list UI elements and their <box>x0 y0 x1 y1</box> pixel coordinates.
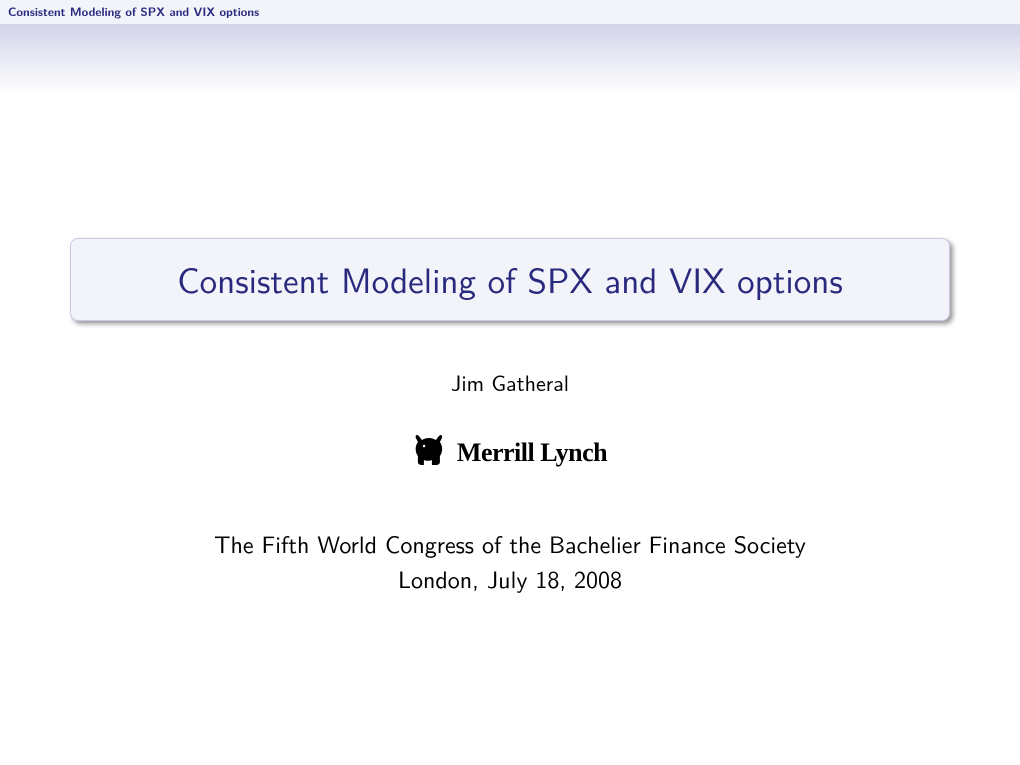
slide-header: Consistent Modeling of SPX and VIX optio… <box>0 0 1020 24</box>
slide-title-text: Consistent Modeling of SPX and VIX optio… <box>177 253 842 304</box>
header-gradient <box>0 24 1020 94</box>
affiliation-logo: Merrill Lynch <box>413 432 607 473</box>
bull-icon <box>413 432 453 473</box>
venue-line-2: London, July 18, 2008 <box>100 562 920 597</box>
header-short-title: Consistent Modeling of SPX and VIX optio… <box>8 2 259 20</box>
venue-block: The Fifth World Congress of the Bachelie… <box>100 527 920 597</box>
affiliation-logo-text: Merrill Lynch <box>457 438 607 468</box>
author-name: Jim Gatheral <box>451 366 569 398</box>
venue-line-1: The Fifth World Congress of the Bachelie… <box>100 527 920 562</box>
slide: Consistent Modeling of SPX and VIX optio… <box>0 0 1020 765</box>
slide-title-block: Consistent Modeling of SPX and VIX optio… <box>70 238 950 321</box>
